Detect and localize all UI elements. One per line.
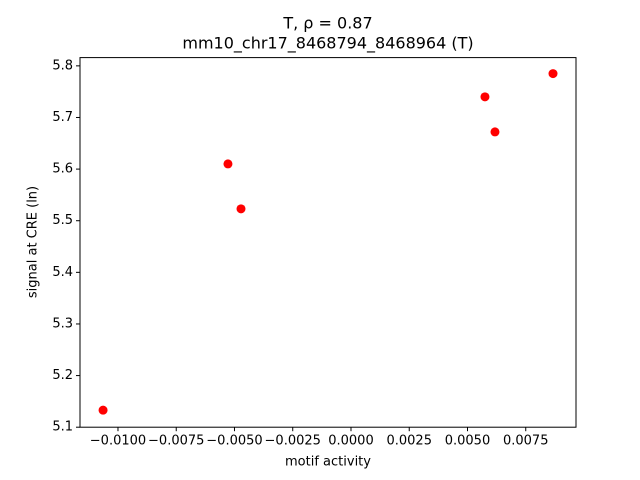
x-axis-label: motif activity bbox=[285, 455, 371, 470]
x-tick-label: −0.0050 bbox=[206, 434, 262, 449]
point bbox=[236, 204, 246, 214]
y-axis-label: signal at CRE (ln) bbox=[26, 186, 41, 298]
y-tick-label: 5.7 bbox=[52, 110, 73, 125]
y-tick-label: 5.5 bbox=[52, 213, 73, 228]
x-tick-label: −0.0100 bbox=[90, 434, 146, 449]
y-tick-label: 5.6 bbox=[52, 162, 73, 177]
chart-title: T, ρ = 0.87 bbox=[282, 14, 372, 33]
y-tick-label: 5.1 bbox=[52, 420, 73, 435]
y-tick-label: 5.8 bbox=[52, 58, 73, 73]
x-tick-label: −0.0025 bbox=[265, 434, 321, 449]
y-tick-label: 5.2 bbox=[52, 368, 73, 383]
chart-subtitle: mm10_chr17_8468794_8468964 (T) bbox=[182, 34, 473, 54]
point bbox=[223, 159, 233, 169]
point bbox=[98, 405, 108, 415]
y-tick-label: 5.4 bbox=[52, 265, 73, 280]
x-tick-label: 0.0000 bbox=[328, 434, 374, 449]
point bbox=[490, 127, 500, 137]
point bbox=[548, 69, 558, 79]
x-tick-label: 0.0025 bbox=[386, 434, 432, 449]
x-tick-label: −0.0075 bbox=[148, 434, 204, 449]
point bbox=[480, 92, 490, 102]
y-tick-label: 5.3 bbox=[52, 316, 73, 331]
plot-frame bbox=[79, 57, 577, 428]
x-tick-label: 0.0075 bbox=[503, 434, 549, 449]
x-tick-label: 0.0050 bbox=[445, 434, 491, 449]
